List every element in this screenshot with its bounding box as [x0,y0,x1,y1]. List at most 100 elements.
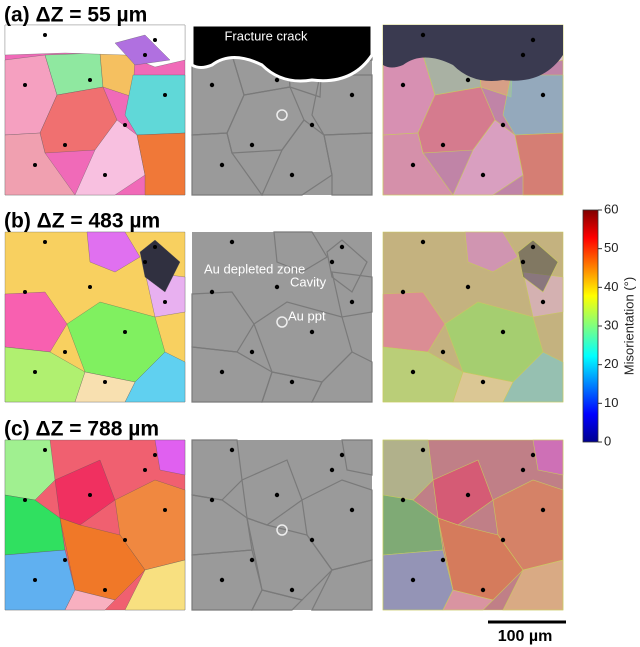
colorbar-tick-label: 30 [604,317,618,332]
feature [276,316,288,328]
pore [103,380,107,384]
pore [500,329,506,335]
colorbar [582,209,599,443]
pore [249,349,255,355]
grain-boundary [261,371,323,403]
grain [86,231,141,273]
pore [400,82,406,88]
pore [500,122,506,128]
pore [289,587,295,593]
pore [420,447,426,453]
grain [139,239,181,293]
pore [520,52,526,58]
grain [432,459,494,526]
pore [349,92,355,98]
pore [329,52,335,58]
colorbar-tick-label: 40 [604,279,618,294]
pore [143,468,147,472]
grain [442,589,494,611]
pore [249,557,255,563]
grain-boundary [191,439,243,501]
pore [530,37,536,43]
pore [229,32,235,38]
pore [63,143,67,147]
pore [410,369,416,375]
pore [163,93,167,97]
grain [452,371,514,403]
grain [502,74,564,136]
pore [500,537,506,543]
colorbar-label: Misorientation (°) [621,277,636,375]
grain [502,559,564,611]
orientation-map [4,24,186,196]
pore [274,77,280,83]
pore [88,78,92,82]
pore [329,259,335,265]
pore [229,239,235,245]
grain [74,371,136,403]
grain-boundary [323,132,373,196]
pore [23,290,27,294]
grain [382,132,454,196]
pore [349,507,355,513]
pore [43,240,47,244]
overlay-image [382,439,564,611]
pore [530,452,536,458]
pore [309,122,315,128]
pore [440,557,446,563]
colorbar-tick-label: 20 [604,356,618,371]
pore [540,92,546,98]
pore [420,32,426,38]
sem-image [190,23,374,196]
grain [4,132,76,196]
pore [274,492,280,498]
panels [4,23,564,611]
feature [276,524,288,536]
pore [410,577,416,583]
pore [33,578,37,582]
pore [465,492,471,498]
pore [339,244,345,250]
pore [540,299,546,305]
pore [480,172,486,178]
annotation: Au depleted zone [204,261,305,276]
grain [382,291,446,353]
grain-boundary [311,559,373,611]
pore [123,330,127,334]
pore [465,77,471,83]
grain-boundary [191,291,255,353]
pore [229,447,235,453]
pore [153,38,157,42]
pore [274,284,280,290]
pore [329,467,335,473]
pore [43,448,47,452]
annotation: Fracture crack [224,28,308,43]
annotation: Au ppt [288,308,326,323]
grain [514,132,564,196]
grain [517,239,559,293]
pore [289,379,295,385]
grain-boundary [251,589,304,611]
crack [190,23,374,83]
pore [219,369,225,375]
pore [123,123,127,127]
grain [154,439,186,476]
pore [103,588,107,592]
grain-boundary [326,239,368,293]
feature [276,109,288,121]
pore [289,172,295,178]
grain [124,74,186,136]
pore [163,508,167,512]
scale-bar-label: 100 µm [498,628,553,645]
sem-image [191,439,373,611]
pore [88,493,92,497]
colorbar-tick-label: 10 [604,395,618,410]
pore [23,498,27,502]
pore [103,173,107,177]
grain-boundary [331,271,373,318]
pore [530,244,536,250]
pore [520,467,526,473]
row-label: (c) ΔZ = 788 µm [4,418,159,441]
pore [309,537,315,543]
